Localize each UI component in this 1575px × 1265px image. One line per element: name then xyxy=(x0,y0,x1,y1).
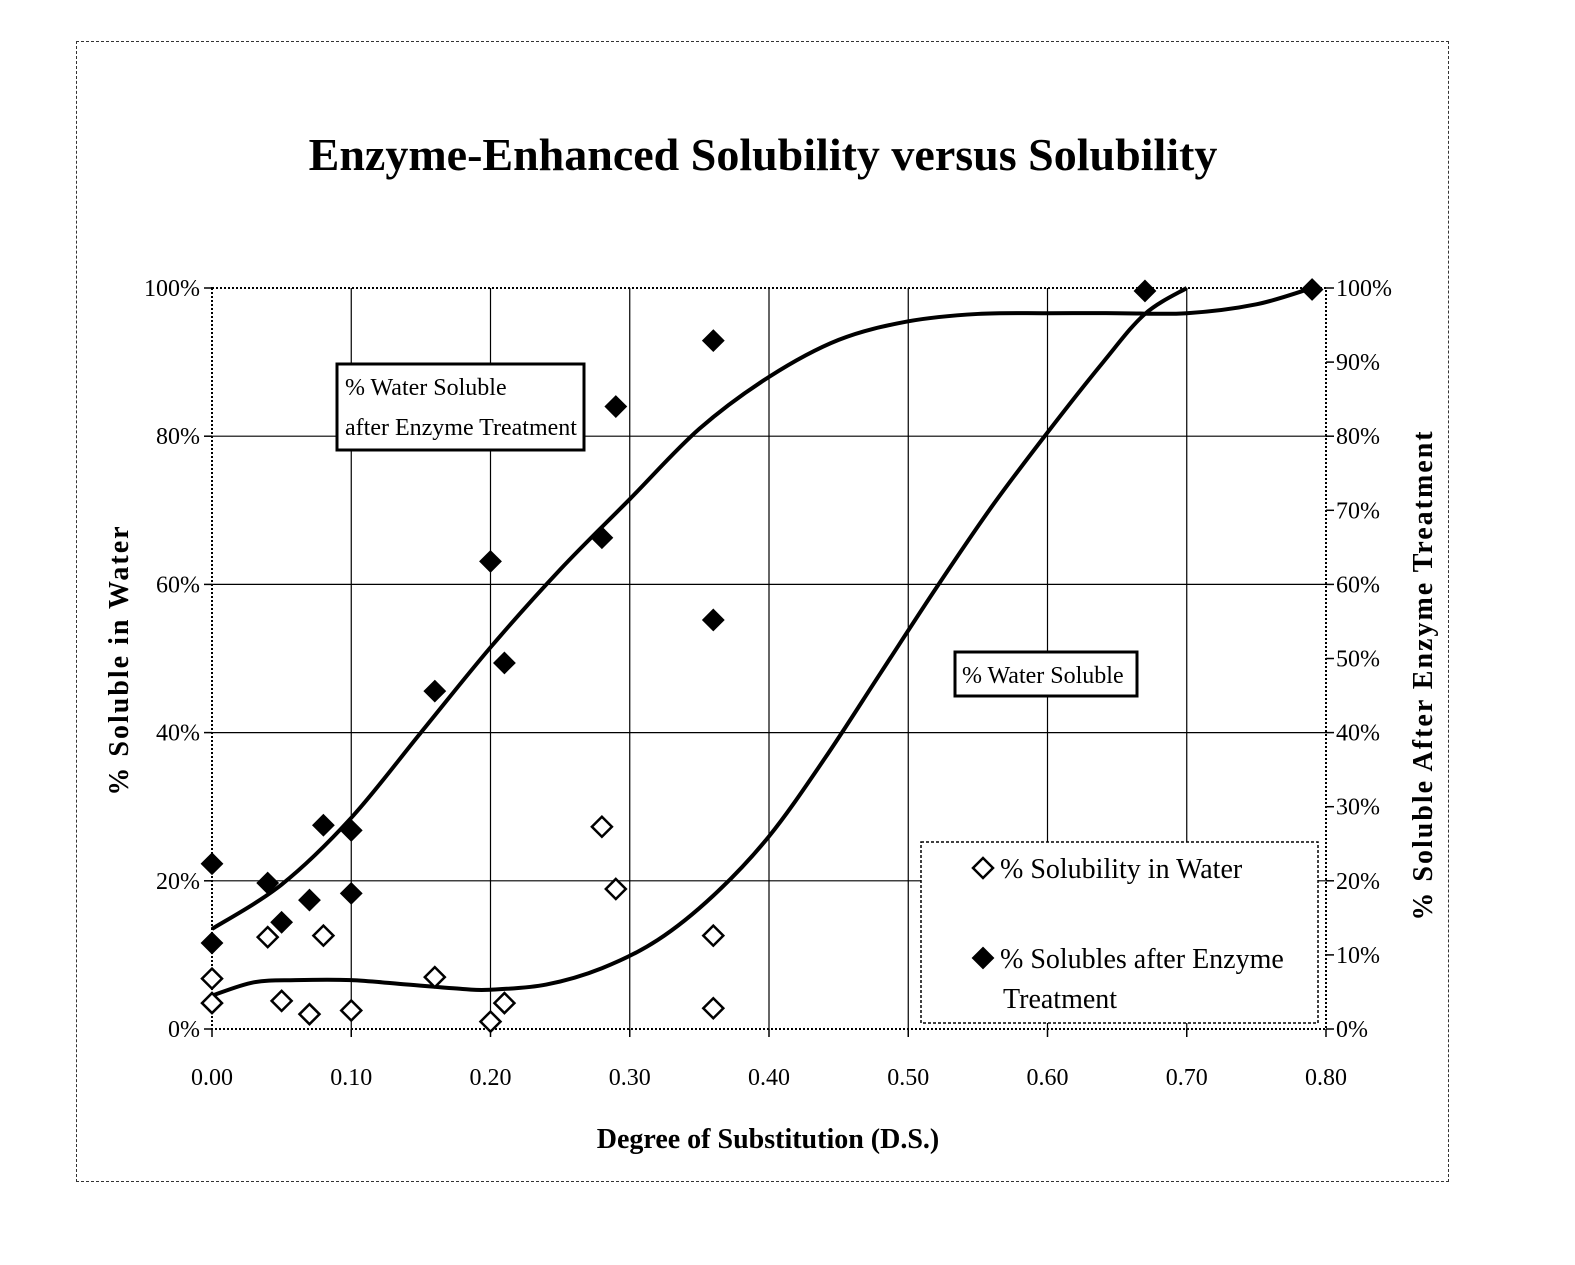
x-tick-label: 0.20 xyxy=(470,1065,512,1091)
point-water xyxy=(202,969,222,989)
y2-tick-label: 30% xyxy=(1336,795,1380,821)
y2-tick-label: 40% xyxy=(1336,721,1380,747)
y2-tick-label: 10% xyxy=(1336,943,1380,969)
point-water xyxy=(592,817,612,837)
y-tick-label: 0% xyxy=(168,1017,200,1043)
y-axis-title: % Soluble in Water xyxy=(104,524,135,795)
point-water xyxy=(494,993,514,1013)
point-enzyme xyxy=(202,854,222,874)
point-enzyme xyxy=(202,933,222,953)
point-enzyme xyxy=(592,528,612,548)
point-water xyxy=(606,879,626,899)
legend-entry-enzyme: % Solubles after Enzyme xyxy=(1000,944,1284,975)
point-enzyme xyxy=(703,331,723,351)
y-tick-label: 20% xyxy=(156,869,200,895)
y-tick-label: 100% xyxy=(144,276,200,302)
point-enzyme xyxy=(313,815,333,835)
legend-entry-enzyme-line2: Treatment xyxy=(1003,984,1117,1015)
y2-tick-label: 50% xyxy=(1336,647,1380,673)
x-tick-label: 0.80 xyxy=(1305,1065,1347,1091)
point-water xyxy=(313,926,333,946)
x-tick-label: 0.30 xyxy=(609,1065,651,1091)
y2-tick-label: 20% xyxy=(1336,869,1380,895)
point-water xyxy=(425,967,445,987)
point-enzyme xyxy=(299,890,319,910)
x-tick-label: 0.00 xyxy=(191,1065,233,1091)
point-water xyxy=(202,993,222,1013)
y2-tick-label: 60% xyxy=(1336,572,1380,598)
point-enzyme xyxy=(341,883,361,903)
x-tick-label: 0.40 xyxy=(748,1065,790,1091)
y-tick-label: 80% xyxy=(156,424,200,450)
y2-tick-label: 0% xyxy=(1336,1017,1368,1043)
point-water xyxy=(703,926,723,946)
point-enzyme xyxy=(425,681,445,701)
point-water xyxy=(299,1004,319,1024)
point-enzyme xyxy=(606,397,626,417)
point-enzyme xyxy=(494,653,514,673)
x-tick-label: 0.50 xyxy=(887,1065,929,1091)
y2-tick-label: 80% xyxy=(1336,424,1380,450)
point-enzyme xyxy=(1135,281,1155,301)
y2-tick-label: 70% xyxy=(1336,498,1380,524)
point-enzyme xyxy=(703,610,723,630)
point-enzyme xyxy=(1302,279,1322,299)
annotation-enzyme-line2: after Enzyme Treatment xyxy=(345,415,577,441)
x-axis-title: Degree of Substitution (D.S.) xyxy=(597,1124,939,1155)
y-tick-label: 60% xyxy=(156,572,200,598)
y2-tick-label: 100% xyxy=(1336,276,1392,302)
point-water xyxy=(703,998,723,1018)
x-tick-label: 0.70 xyxy=(1166,1065,1208,1091)
point-enzyme xyxy=(272,912,292,932)
annotation-enzyme-line1: % Water Soluble xyxy=(345,375,507,401)
y2-axis-title: % Soluble After Enzyme Treatment xyxy=(1408,429,1439,920)
point-water xyxy=(341,1000,361,1020)
y-tick-label: 40% xyxy=(156,721,200,747)
annotation-water-text: % Water Soluble xyxy=(962,663,1124,689)
legend-entry-water: % Solubility in Water xyxy=(1000,854,1243,885)
y2-tick-label: 90% xyxy=(1336,350,1380,376)
point-water xyxy=(272,991,292,1011)
x-tick-label: 0.60 xyxy=(1027,1065,1069,1091)
x-tick-label: 0.10 xyxy=(330,1065,372,1091)
point-enzyme xyxy=(481,551,501,571)
chart-title: Enzyme-Enhanced Solubility versus Solubi… xyxy=(309,129,1218,180)
point-water xyxy=(258,927,278,947)
